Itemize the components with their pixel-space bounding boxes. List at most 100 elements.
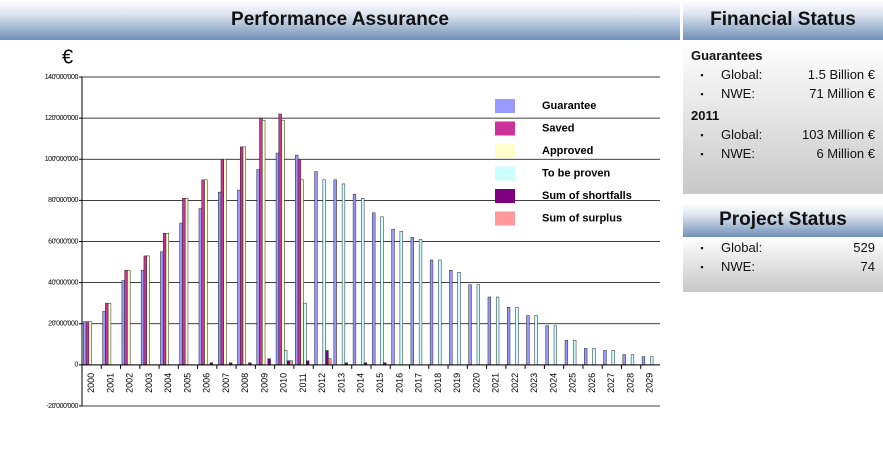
bar	[160, 251, 164, 366]
bar	[328, 358, 332, 366]
chart-title: Performance Assurance	[231, 9, 449, 30]
x-tick-label: 2029	[645, 373, 655, 393]
bar	[584, 348, 588, 366]
bar	[184, 198, 189, 366]
bullet: ▪	[700, 243, 704, 253]
bar	[573, 339, 577, 366]
bar	[289, 360, 293, 366]
item-value: 103 Million €	[802, 127, 875, 142]
bar	[325, 350, 329, 366]
bar	[592, 348, 596, 366]
bar	[418, 239, 423, 366]
x-tick-label: 2001	[105, 373, 115, 393]
bar	[124, 270, 128, 366]
bar	[165, 233, 169, 366]
bullet: ▪	[700, 130, 704, 140]
bar	[107, 302, 112, 366]
y-tick-label: 40'000'000	[48, 279, 78, 286]
x-tick-label: 2015	[375, 373, 385, 393]
bar	[121, 280, 125, 366]
page: Performance Assurance € -20'000'000 0 20'0…	[0, 0, 883, 410]
bar	[83, 321, 87, 366]
x-tick-label: 2022	[510, 373, 520, 393]
legend-label: Sum of surplus	[542, 212, 622, 224]
bar	[361, 198, 365, 366]
y-tick-label: 80'000'000	[48, 197, 78, 204]
legend-swatch	[495, 99, 515, 113]
item-key: Global:	[721, 67, 763, 82]
bullet: ▪	[700, 262, 704, 272]
list-item: ▪ NWE: 6 Million €	[683, 146, 883, 162]
x-tick-label: 2010	[279, 373, 289, 393]
bullet: ▪	[700, 89, 704, 99]
chart-header: Performance Assurance	[0, 0, 680, 40]
x-tick-label: 2016	[394, 373, 404, 393]
bar	[105, 302, 109, 366]
bar	[140, 270, 145, 366]
list-item: ▪ Global: 103 Million €	[683, 127, 883, 143]
group-heading: Guarantees	[691, 48, 763, 63]
bar	[630, 354, 635, 366]
bullet: ▪	[700, 149, 704, 159]
bar	[127, 270, 131, 366]
list-item: ▪ Global: 529	[683, 240, 883, 256]
x-tick-label: 2004	[163, 373, 173, 393]
bar	[622, 354, 626, 366]
legend-label: Sum of shortfalls	[542, 190, 632, 202]
x-tick-label: 2024	[548, 373, 558, 393]
item-key: NWE:	[721, 86, 755, 101]
item-key: Global:	[721, 240, 763, 255]
y-tick-label: 100'000'000	[45, 156, 79, 163]
bar	[275, 152, 280, 366]
bar	[303, 302, 307, 366]
bar	[468, 284, 472, 366]
item-value: 529	[853, 240, 875, 255]
bar	[220, 159, 224, 366]
bar	[295, 154, 299, 366]
x-tick-label: 2023	[529, 373, 539, 393]
project-body: ▪ Global: 529 ▪ NWE: 74	[683, 237, 883, 292]
bar	[162, 233, 167, 366]
x-tick-label: 2009	[259, 373, 269, 393]
x-tick-label: 2012	[317, 373, 327, 393]
y-axis-label: €	[62, 46, 73, 68]
panel-title: Project Status	[719, 209, 847, 230]
bar	[449, 270, 453, 366]
list-item: ▪ NWE: 71 Million €	[683, 86, 883, 102]
bar	[564, 339, 569, 366]
bar	[506, 307, 511, 366]
x-tick-label: 2019	[452, 373, 462, 393]
bar	[322, 179, 326, 366]
item-key: NWE:	[721, 146, 755, 161]
bar	[391, 228, 395, 366]
bar	[237, 189, 241, 366]
legend-label: Saved	[542, 122, 574, 134]
x-tick-label: 2027	[606, 373, 616, 393]
x-tick-label: 2008	[240, 373, 250, 393]
bar	[240, 146, 244, 366]
x-tick-label: 2021	[491, 373, 501, 393]
bar	[281, 119, 285, 366]
bar	[143, 255, 147, 366]
x-tick-label: 2020	[471, 373, 481, 393]
bar	[341, 183, 346, 366]
list-item: ▪ Global: 1.5 Billion €	[683, 67, 883, 83]
bar	[256, 169, 260, 366]
x-tick-label: 2018	[433, 373, 443, 393]
bar	[314, 171, 318, 366]
bar	[262, 119, 266, 366]
bar	[603, 350, 607, 366]
bar	[429, 259, 434, 366]
y-tick-label: 60'000'000	[48, 238, 78, 245]
x-tick-label: 2002	[125, 373, 135, 393]
item-key: NWE:	[721, 259, 755, 274]
item-key: Global:	[721, 127, 763, 142]
bar	[284, 350, 288, 366]
bar	[545, 325, 549, 366]
group-heading: 2011	[691, 108, 720, 123]
x-tick-label: 2017	[414, 373, 424, 393]
y-tick-label: 0	[75, 362, 79, 369]
bar	[476, 284, 480, 366]
bar	[553, 325, 558, 366]
x-tick-label: 2013	[336, 373, 346, 393]
